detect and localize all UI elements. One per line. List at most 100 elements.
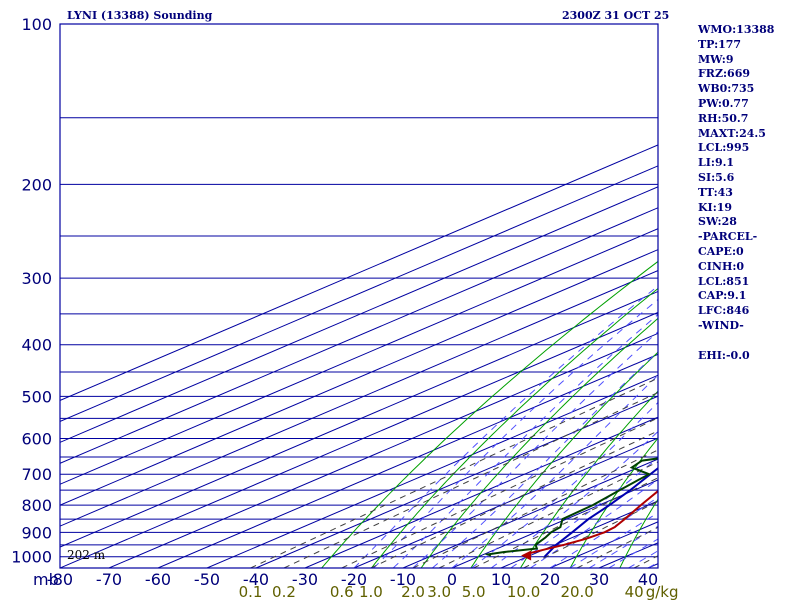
temperature-axis-labels: -80 -70 -60 -50 -40 -30 -20 -10 0 10 20 30 40	[47, 570, 658, 589]
mixing-ratio-line	[438, 461, 658, 568]
isotherm-line	[60, 186, 658, 443]
chart-title: LYNI (13388) Sounding	[67, 9, 213, 22]
isotherm-line	[60, 270, 658, 527]
isotherm-line	[60, 311, 658, 568]
mixing-ratio-label: 40	[625, 583, 644, 600]
index-item: CAP:9.1	[698, 289, 747, 303]
index-item: MW:9	[698, 52, 734, 66]
isotherm-line	[60, 144, 658, 402]
pressure-tick-label: 800	[21, 496, 52, 515]
index-item: TT:43	[698, 185, 733, 199]
isotherm-line	[206, 374, 658, 568]
pressure-tick-label: 200	[21, 175, 52, 194]
index-item: LI:9.1	[698, 156, 735, 170]
dry-adiabat-line	[619, 498, 658, 568]
mixing-ratio-label: 10.0	[507, 583, 540, 600]
indices-panel: WMO:13388 TP:177 MW:9 FRZ:669 WB0:735 PW:0.77…	[698, 23, 774, 363]
index-item: EHI:-0.0	[698, 348, 750, 362]
temperature-tick-label: 40	[638, 570, 658, 589]
index-item: SW:28	[698, 215, 737, 229]
moist-adiabat-line	[392, 313, 658, 568]
moist-adiabat-line	[510, 457, 658, 568]
moist-adiabat-line	[432, 351, 658, 568]
isotherm-line	[60, 290, 658, 548]
mixing-ratio-label: 1.0	[359, 583, 383, 600]
surface-arrow	[521, 550, 532, 561]
temperature-tick-label: 10	[491, 570, 511, 589]
surface-marker	[521, 550, 532, 561]
temperature-tick-label: -60	[145, 570, 171, 589]
isotherm-line	[108, 332, 658, 568]
mixing-ratio-label: 3.0	[427, 583, 451, 600]
isobar-lines	[60, 24, 658, 568]
temperature-tick-label: -50	[194, 570, 220, 589]
dewpoint-line	[483, 457, 658, 557]
mixing-ratio-line	[370, 430, 658, 568]
mixing-ratio-line	[523, 500, 658, 568]
index-item: -PARCEL-	[698, 230, 758, 244]
mixing-ratio-line	[412, 449, 658, 568]
temperature-tick-label: -70	[96, 570, 122, 589]
mixing-ratio-label: g/kg	[646, 583, 679, 600]
parcel-line	[543, 466, 658, 558]
isotherm-line	[402, 458, 658, 568]
dry-adiabat-line	[420, 317, 658, 568]
surface-height-label: 202 m	[67, 548, 106, 562]
mixing-ratio-label: 0.2	[272, 583, 296, 600]
pressure-tick-label: 1000	[11, 548, 52, 567]
plot-frame	[59, 23, 659, 569]
sounding-profiles	[483, 457, 658, 561]
index-item: WB0:735	[698, 82, 755, 96]
temperature-tick-label: -80	[47, 570, 73, 589]
dry-adiabat-line	[371, 287, 658, 568]
isotherm-line	[255, 395, 658, 568]
moist-adiabat-lines	[353, 285, 658, 568]
index-item: SI:5.6	[698, 170, 735, 184]
temperature-tick-label: 0	[447, 570, 457, 589]
dry-adiabat-line	[321, 260, 658, 568]
mixing-ratio-line	[576, 526, 658, 568]
mixing-ratio-labels: 0.1 0.2 0.6 1.0 2.0 3.0 5.0 10.0 20.0 40 g/kg	[239, 583, 679, 600]
mixing-ratio-line	[473, 477, 658, 568]
background-grid	[60, 24, 658, 568]
index-item: PW:0.77	[698, 96, 749, 110]
chart-time: 2300Z 31 OCT 25	[562, 9, 670, 22]
index-item	[698, 334, 774, 349]
temperature-tick-label: 30	[589, 570, 609, 589]
isotherm-line	[60, 228, 658, 485]
index-item: TP:177	[698, 37, 742, 51]
temperature-tick-label: -20	[341, 570, 367, 589]
mixing-ratio-label: 5.0	[462, 583, 486, 600]
isotherm-lines	[60, 144, 658, 568]
isotherm-line	[60, 207, 658, 464]
temperature-line	[528, 489, 658, 557]
isotherm-line	[157, 353, 658, 568]
mixing-ratio-lines	[250, 377, 658, 568]
moist-adiabat-line	[373, 298, 658, 568]
isotherm-line	[353, 437, 658, 568]
index-item: -WIND-	[698, 318, 744, 332]
moist-adiabat-line	[490, 430, 658, 568]
dry-adiabat-lines	[321, 260, 658, 568]
isotherm-line	[60, 165, 658, 422]
index-item: MAXT:24.5	[698, 126, 766, 140]
index-item: WMO:13388	[698, 23, 775, 36]
moist-adiabat-line	[471, 401, 658, 568]
pressure-unit-label: mb	[33, 570, 59, 589]
index-item: LFC:846	[698, 304, 750, 318]
mixing-ratio-line	[341, 417, 658, 568]
index-item: FRZ:669	[698, 67, 751, 81]
moist-adiabat-line	[451, 374, 658, 568]
index-item: LCL:995	[698, 141, 750, 155]
isotherm-line	[60, 249, 658, 506]
mixing-ratio-label: 0.6	[330, 583, 354, 600]
index-item: KI:19	[698, 200, 733, 214]
moist-adiabat-line	[412, 331, 658, 568]
dry-adiabat-line	[520, 390, 658, 568]
index-item: LCL:851	[698, 274, 750, 288]
temperature-tick-label: 20	[540, 570, 560, 589]
pressure-tick-label: 600	[21, 430, 52, 449]
temperature-tick-label: -30	[292, 570, 318, 589]
pressure-tick-label: 500	[21, 387, 52, 406]
